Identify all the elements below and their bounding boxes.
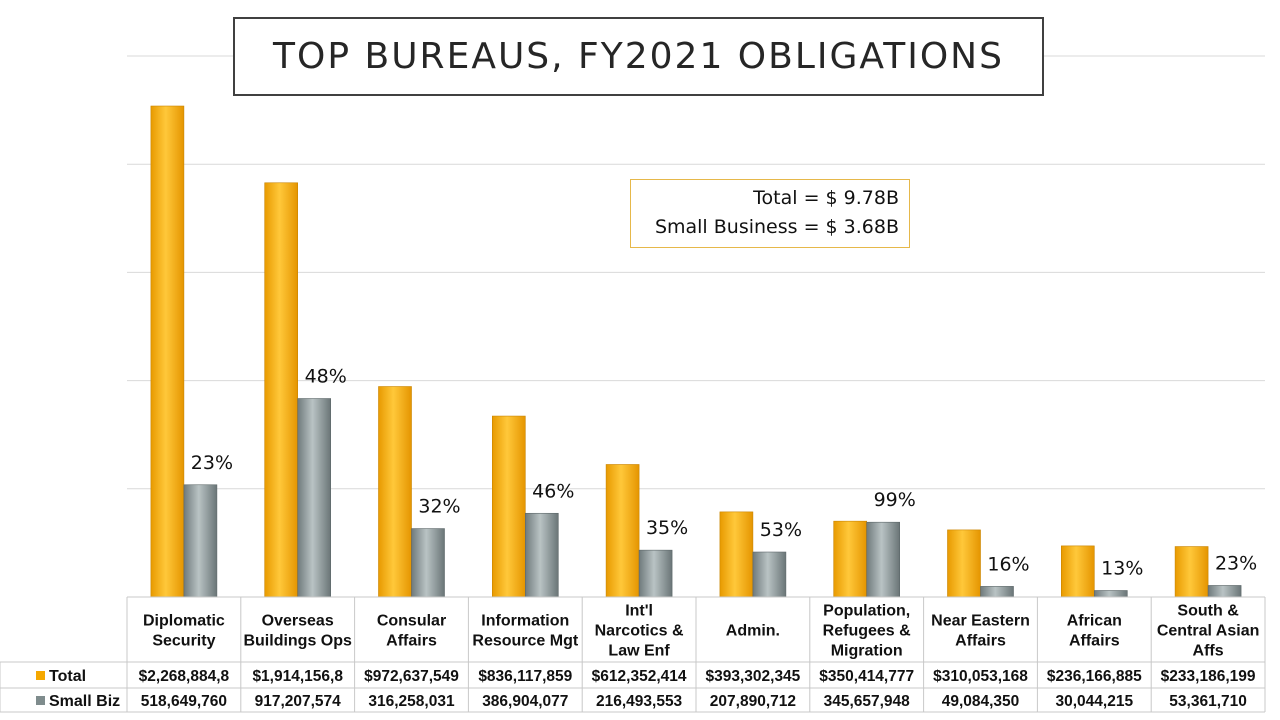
table-cell-small-biz: 917,207,574 xyxy=(255,693,342,710)
category-label: Buildings Ops xyxy=(243,633,352,650)
table-cell-small-biz: 386,904,077 xyxy=(482,693,568,710)
percent-labels: 23% 48% 32% 46% 35% 53% 99% 16% 13% 23% xyxy=(191,366,1257,580)
percent-label: 23% xyxy=(191,452,233,474)
table-cell-total: $393,302,345 xyxy=(705,668,800,685)
bar-total xyxy=(1174,546,1209,598)
chart-title: TOP BUREAUS, FY2021 OBLIGATIONS xyxy=(273,36,1004,77)
table-cell-total: $612,352,414 xyxy=(592,668,687,685)
legend-small-biz: Small Biz xyxy=(49,693,120,710)
category-label: Narcotics & xyxy=(595,623,684,640)
bar-small-biz xyxy=(411,528,445,598)
category-label: Consular xyxy=(377,613,446,630)
summary-box: Total = $ 9.78B Small Business = $ 3.68B xyxy=(630,179,910,248)
percent-label: 53% xyxy=(760,519,802,541)
bar-total xyxy=(719,511,754,598)
summary-total: Total = $ 9.78B xyxy=(753,187,899,209)
table-cell-total: $836,117,859 xyxy=(478,668,572,685)
category-label: Overseas xyxy=(262,613,334,630)
percent-label: 13% xyxy=(1101,557,1143,579)
category-label: Information xyxy=(481,613,569,630)
legend-total: Total xyxy=(49,668,86,685)
bar-small-biz xyxy=(752,551,787,598)
bar-small-biz xyxy=(638,549,673,598)
table-cell-small-biz: 49,084,350 xyxy=(942,693,1020,710)
summary-small-business: Small Business = $ 3.68B xyxy=(654,216,899,238)
legend-swatch-total xyxy=(36,671,45,680)
category-label: Security xyxy=(152,633,215,650)
category-label: Population, xyxy=(823,603,910,620)
category-label: Affairs xyxy=(1069,633,1120,650)
table-cell-small-biz: 316,258,031 xyxy=(368,693,455,710)
category-label: Affairs xyxy=(386,633,437,650)
category-label: Central Asian xyxy=(1157,623,1260,640)
percent-label: 32% xyxy=(418,496,460,518)
category-label: South & xyxy=(1177,603,1239,620)
bar-small-biz xyxy=(1207,585,1242,598)
category-label: Refugees & xyxy=(823,623,911,640)
table-cell-total: $233,186,199 xyxy=(1161,668,1256,685)
data-table: Diplomatic Security $2,268,884,8 518,649,76… xyxy=(0,596,1266,713)
bar-small-biz xyxy=(524,512,559,598)
table-cell-small-biz: 207,890,712 xyxy=(710,693,796,710)
table-cell-total: $2,268,884,8 xyxy=(139,668,230,685)
bar-small-biz xyxy=(183,484,218,598)
table-cell-total: $310,053,168 xyxy=(933,668,1028,685)
legend-swatch-small-biz xyxy=(36,696,45,705)
bar-total xyxy=(1061,545,1095,598)
percent-label: 35% xyxy=(646,517,688,539)
category-label: Resource Mgt xyxy=(472,633,578,650)
bar-small-biz xyxy=(980,586,1014,598)
bar-total xyxy=(605,464,640,598)
percent-label: 48% xyxy=(305,366,347,388)
table-cell-small-biz: 53,361,710 xyxy=(1169,693,1247,710)
bar-total xyxy=(264,182,299,598)
bar-total xyxy=(150,105,185,598)
table-cell-small-biz: 216,493,553 xyxy=(596,693,683,710)
table-cell-small-biz: 345,657,948 xyxy=(824,693,911,710)
table-cell-total: $972,637,549 xyxy=(364,668,459,685)
percent-label: 99% xyxy=(874,489,916,511)
bar-small-biz xyxy=(1094,590,1128,598)
bars xyxy=(150,105,1242,598)
title-box: TOP BUREAUS, FY2021 OBLIGATIONS xyxy=(233,17,1044,96)
category-label: Int'l xyxy=(625,603,653,620)
category-label: Migration xyxy=(831,643,903,660)
category-label: African xyxy=(1067,613,1122,630)
category-label: Affs xyxy=(1193,643,1224,660)
category-label: Admin. xyxy=(726,623,780,640)
table-cell-total: $350,414,777 xyxy=(819,668,914,685)
percent-label: 23% xyxy=(1215,552,1257,574)
percent-label: 16% xyxy=(987,553,1029,575)
percent-label: 46% xyxy=(532,480,574,502)
table-cell-small-biz: 518,649,760 xyxy=(141,693,227,710)
bar-total xyxy=(833,520,868,598)
bar-small-biz xyxy=(866,521,901,598)
table-cell-total: $1,914,156,8 xyxy=(252,668,343,685)
table-cell-total: $236,166,885 xyxy=(1047,668,1142,685)
bar-small-biz xyxy=(297,398,332,598)
bar-total xyxy=(491,415,526,598)
category-label: Affairs xyxy=(955,633,1006,650)
bar-total xyxy=(947,529,981,598)
table-cell-small-biz: 30,044,215 xyxy=(1056,693,1134,710)
category-label: Near Eastern xyxy=(931,613,1030,630)
bar-total xyxy=(378,386,412,598)
category-label: Law Enf xyxy=(608,643,670,660)
category-label: Diplomatic xyxy=(143,613,225,630)
